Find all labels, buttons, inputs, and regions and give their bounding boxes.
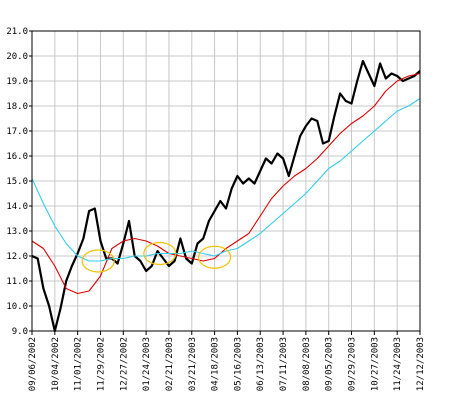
x-tick-label: 05/16/2003: [233, 337, 243, 391]
y-tick-label: 15.0: [6, 177, 28, 187]
y-tick-label: 18.0: [6, 102, 28, 112]
y-tick-label: 12.0: [6, 252, 28, 262]
series-layer: [31, 59, 421, 333]
x-tick-label: 02/21/2003: [165, 337, 175, 391]
x-tick-label: 09/29/2003: [348, 337, 358, 391]
x-tick-label: 11/01/2002: [74, 337, 84, 391]
y-tick-label: 16.0: [6, 152, 28, 162]
y-tick-label: 21.0: [6, 27, 28, 37]
x-tick-label: 06/13/2003: [256, 337, 266, 391]
y-tick-label: 10.0: [6, 302, 28, 312]
y-tick-label: 14.0: [6, 202, 28, 212]
x-tick-label: 04/18/2003: [211, 337, 221, 391]
x-tick-label: 07/11/2003: [279, 337, 289, 391]
y-tick-label: 19.0: [6, 77, 28, 87]
x-tick-label: 01/24/2003: [142, 337, 152, 391]
short-moving-average-line: [31, 72, 421, 295]
y-tick-label: 20.0: [6, 52, 28, 62]
x-tick-label: 11/24/2003: [393, 337, 403, 391]
x-tick-label: 09/06/2002: [28, 337, 38, 391]
x-tick-label: 10/27/2003: [370, 337, 380, 391]
x-tick-label: 09/05/2003: [325, 337, 335, 391]
highlight-ellipse: [143, 241, 177, 266]
x-tick-label: 08/08/2003: [302, 337, 312, 391]
x-tick-label: 12/12/2003: [416, 337, 426, 391]
plot-border: [31, 30, 421, 332]
x-tick-label: 12/27/2002: [119, 337, 129, 391]
y-tick-label: 11.0: [6, 277, 28, 287]
x-axis: 09/06/2002 10/04/2002 11/01/2002 11/29/2002…: [28, 331, 426, 391]
highlight-ellipse: [197, 245, 232, 269]
y-tick-label: 13.0: [6, 227, 28, 237]
x-tick-label: 10/04/2002: [51, 337, 61, 391]
x-tick-label: 11/29/2002: [96, 337, 106, 391]
x-tick-label: 03/21/2003: [188, 337, 198, 391]
price-line: [31, 59, 421, 333]
y-tick-label: 9.0: [12, 327, 28, 337]
long-moving-average-line: [31, 98, 421, 262]
y-tick-label: 17.0: [6, 127, 28, 137]
highlight-ellipse: [81, 249, 115, 273]
annotation-layer: [81, 241, 232, 273]
y-axis: 9.0 10.0 11.0 12.0 13.0 14.0 15.0 16.0 17.0 18.0 1…: [6, 27, 32, 337]
